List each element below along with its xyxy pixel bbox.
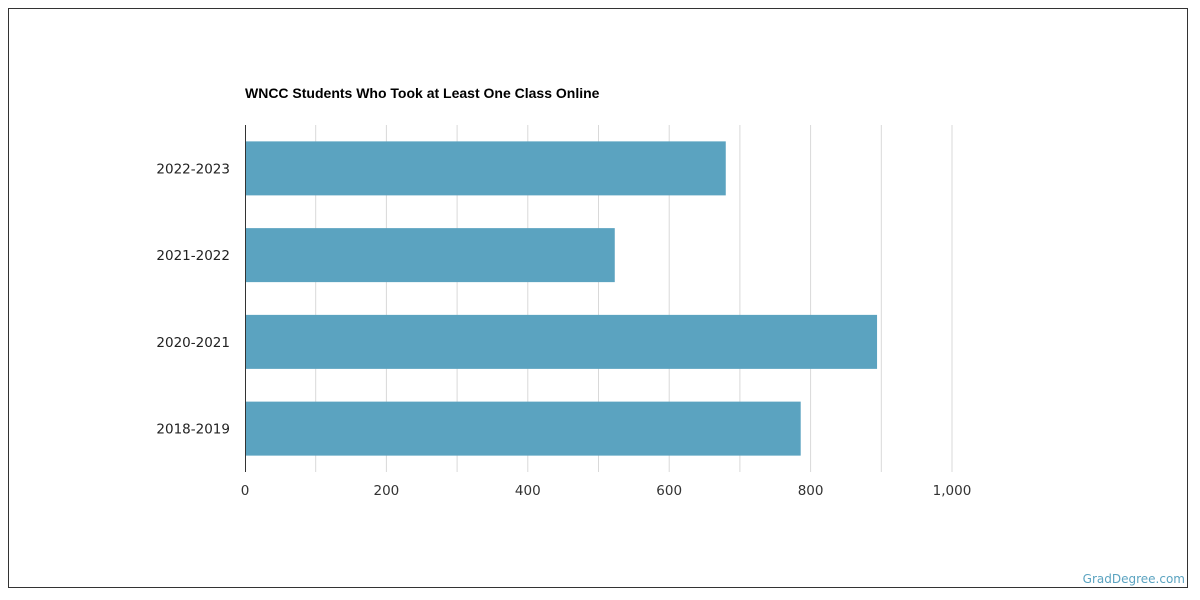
- category-labels: 2022-2023 2021-2022 2020-2021 2018-2019: [156, 161, 230, 437]
- x-tick-label: 0: [241, 483, 250, 499]
- x-tick-label: 400: [515, 483, 541, 499]
- x-tick-label: 1,000: [933, 483, 972, 499]
- x-tick-label: 800: [798, 483, 824, 499]
- x-tick-labels: 0 200 400 600 800 1,000: [241, 483, 972, 499]
- bars: [245, 141, 878, 456]
- watermark: GradDegree.com: [1082, 572, 1185, 586]
- category-label: 2020-2021: [156, 335, 230, 351]
- bar-2022-2023: [245, 141, 726, 196]
- x-tick-label: 600: [656, 483, 682, 499]
- bar-2018-2019: [245, 401, 801, 456]
- category-label: 2021-2022: [156, 248, 230, 264]
- bar-2021-2022: [245, 228, 615, 283]
- category-label: 2018-2019: [156, 422, 230, 438]
- bar-2020-2021: [245, 314, 878, 369]
- chart-title: WNCC Students Who Took at Least One Clas…: [245, 85, 600, 101]
- x-tick-label: 200: [374, 483, 400, 499]
- category-label: 2022-2023: [156, 161, 230, 177]
